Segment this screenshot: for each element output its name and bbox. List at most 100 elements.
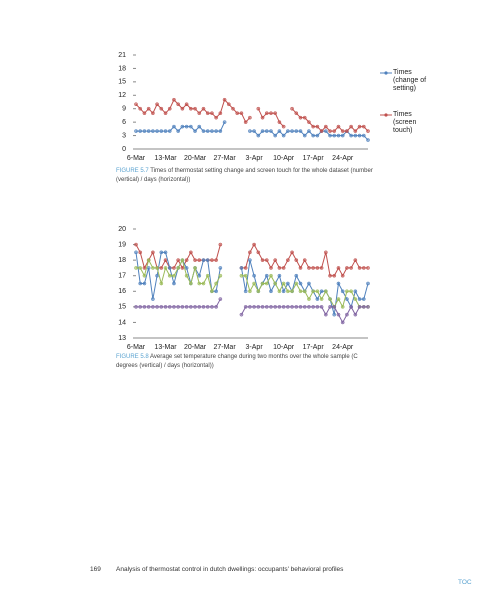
- point: [197, 124, 202, 129]
- point: [172, 266, 176, 270]
- point: [134, 305, 138, 309]
- point: [298, 305, 303, 309]
- point: [307, 281, 311, 286]
- x-tick-label: 6-Mar: [127, 155, 146, 162]
- point: [345, 312, 349, 317]
- x-tick-label: 20-Mar: [184, 155, 207, 162]
- point: [345, 289, 349, 294]
- point: [188, 305, 193, 309]
- point: [315, 289, 320, 294]
- point: [210, 111, 214, 116]
- point: [184, 102, 189, 107]
- point: [197, 281, 202, 286]
- point: [264, 258, 269, 262]
- point: [176, 129, 181, 133]
- point: [172, 273, 176, 278]
- y-tick-label: 18: [118, 65, 126, 72]
- point: [231, 106, 235, 111]
- point: [277, 129, 282, 133]
- legend-label: Times (screen touch): [393, 111, 417, 134]
- point: [357, 266, 362, 270]
- point: [349, 133, 353, 138]
- point: [167, 273, 172, 278]
- x-tick-label: 24-Apr: [332, 344, 354, 351]
- point: [210, 289, 214, 294]
- point: [366, 281, 370, 286]
- y-tick-label: 16: [118, 288, 126, 295]
- point: [273, 258, 278, 262]
- toc-link[interactable]: TOC: [458, 579, 472, 586]
- y-tick-label: 6: [122, 119, 126, 126]
- point: [210, 129, 214, 133]
- point: [277, 120, 282, 124]
- point: [142, 281, 147, 286]
- point: [151, 111, 155, 116]
- point: [248, 115, 252, 120]
- point: [345, 266, 349, 270]
- point: [201, 305, 206, 309]
- point: [302, 258, 307, 262]
- point: [252, 242, 256, 247]
- point: [155, 305, 159, 309]
- x-tick-label: 20-Mar: [184, 344, 207, 351]
- point: [336, 297, 341, 301]
- point: [222, 120, 227, 124]
- point: [361, 266, 366, 270]
- point: [366, 266, 370, 270]
- point: [159, 281, 164, 286]
- point: [281, 281, 286, 286]
- point: [180, 258, 185, 262]
- point: [269, 129, 273, 133]
- point: [138, 266, 143, 270]
- point: [307, 297, 311, 301]
- point: [269, 111, 273, 116]
- x-tick-label: 3-Apr: [246, 155, 264, 162]
- caption-text: Average set temperature change during tw…: [116, 354, 358, 369]
- point: [340, 289, 345, 294]
- point: [336, 124, 341, 129]
- point: [138, 129, 143, 133]
- point: [201, 129, 206, 133]
- point: [180, 305, 185, 309]
- x-tick-label: 24-Apr: [332, 155, 354, 162]
- point: [315, 305, 320, 309]
- y-tick-label: 19: [118, 241, 126, 248]
- point: [176, 102, 181, 107]
- point: [180, 106, 185, 111]
- x-tick-label: 13-Mar: [154, 344, 177, 351]
- point: [172, 97, 176, 102]
- point: [336, 266, 341, 270]
- point: [269, 273, 273, 278]
- point: [205, 258, 210, 262]
- legend-marker: [384, 71, 388, 75]
- y-tick-label: 15: [118, 79, 126, 86]
- point: [218, 129, 223, 133]
- x-tick-label: 27-Mar: [213, 155, 236, 162]
- point: [357, 297, 362, 301]
- y-tick-label: 20: [118, 226, 126, 233]
- point: [336, 312, 341, 317]
- point: [260, 305, 265, 309]
- point: [167, 266, 172, 270]
- point: [138, 305, 143, 309]
- point: [218, 297, 223, 301]
- point: [264, 305, 269, 309]
- point: [277, 289, 282, 294]
- point: [172, 305, 176, 309]
- point: [349, 289, 353, 294]
- figure-label: FIGURE 5.7: [116, 168, 149, 174]
- point: [357, 124, 362, 129]
- point: [302, 115, 307, 120]
- point: [214, 281, 218, 286]
- point: [214, 258, 218, 262]
- point: [357, 305, 362, 309]
- point: [197, 305, 202, 309]
- point: [239, 111, 244, 116]
- point: [188, 281, 193, 286]
- point: [248, 250, 252, 255]
- point: [328, 305, 332, 309]
- point: [260, 129, 265, 133]
- point: [188, 250, 193, 255]
- point: [172, 124, 176, 129]
- point: [163, 250, 168, 255]
